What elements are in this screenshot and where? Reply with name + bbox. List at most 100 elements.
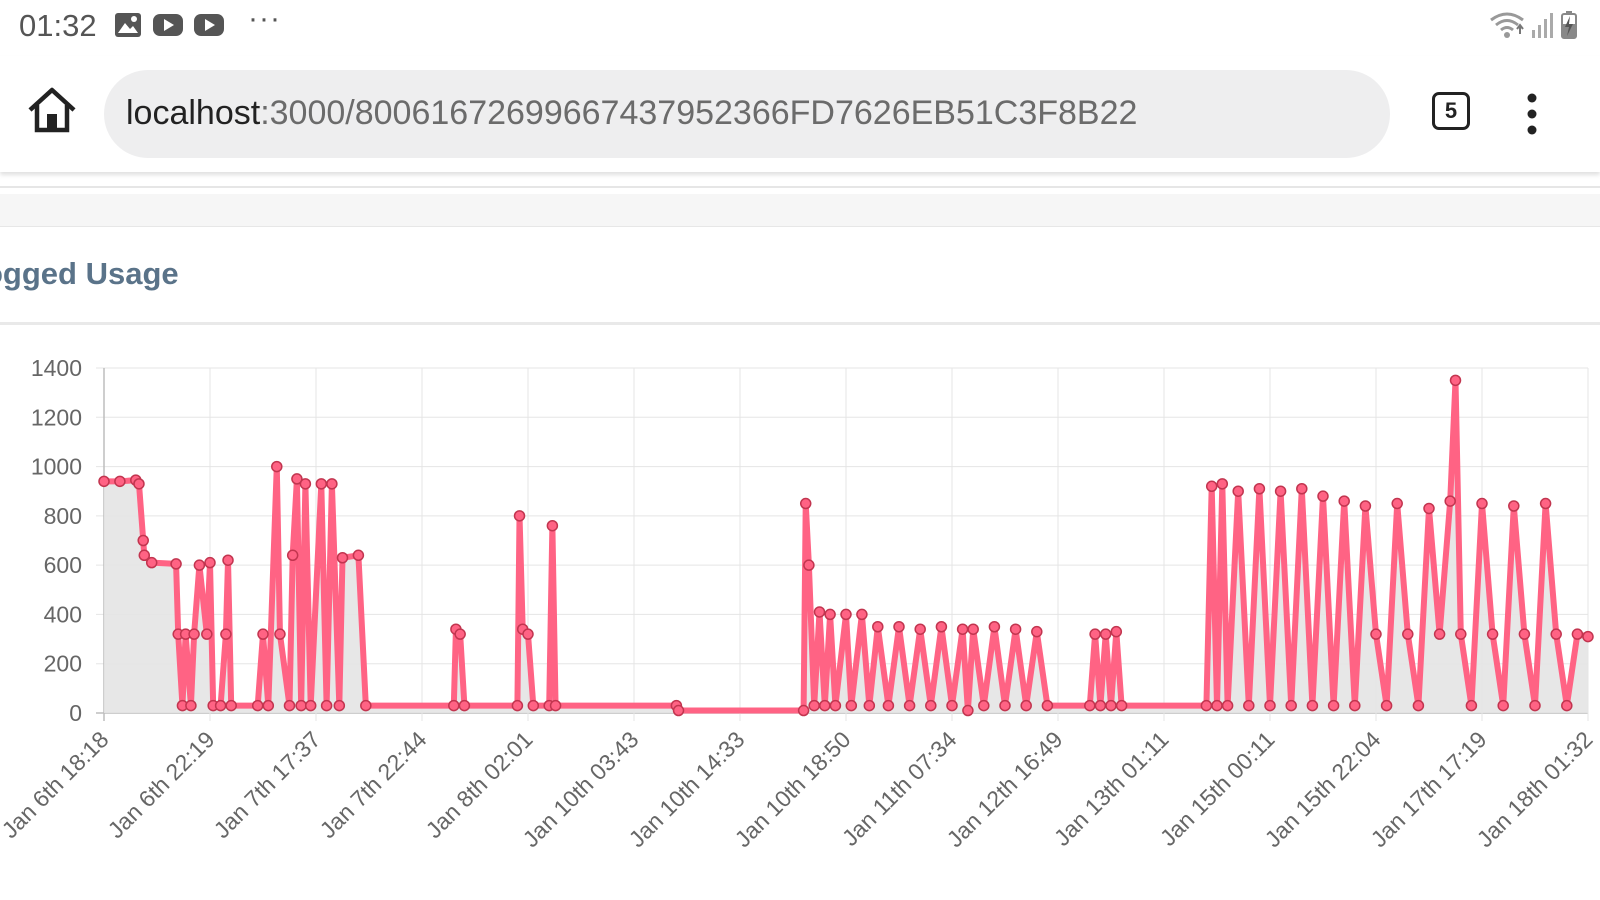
data-point <box>1285 699 1297 712</box>
data-point <box>1582 630 1594 643</box>
data-point <box>204 556 216 569</box>
wifi-icon <box>1489 12 1529 44</box>
data-point <box>1370 628 1382 640</box>
data-point <box>1094 699 1107 712</box>
y-tick-label: 600 <box>44 552 82 578</box>
x-tick-label: Jan 8th 02:01 <box>421 726 538 843</box>
data-point <box>283 699 296 712</box>
data-point <box>1232 485 1244 497</box>
data-point <box>185 699 197 712</box>
data-point <box>808 699 820 712</box>
data-point <box>872 621 884 633</box>
data-point <box>546 519 559 532</box>
data-point <box>988 621 1001 633</box>
home-button[interactable] <box>26 86 82 142</box>
data-point <box>286 549 299 562</box>
data-point <box>935 621 948 633</box>
tab-switcher-button[interactable]: 5 <box>1432 92 1470 130</box>
data-point <box>962 704 974 717</box>
data-point <box>797 704 810 717</box>
data-point <box>1200 699 1213 712</box>
data-point <box>1243 699 1255 712</box>
data-point <box>824 608 836 621</box>
url-text[interactable]: localhost:3000/80061672699667437952366FD… <box>126 94 1137 133</box>
data-point <box>840 608 852 621</box>
data-point <box>336 552 349 564</box>
card-title: ogged Usage <box>0 256 179 291</box>
data-point <box>1359 500 1372 512</box>
data-point <box>1550 628 1562 640</box>
data-point <box>829 699 842 712</box>
data-point <box>1274 485 1287 497</box>
data-point <box>819 699 831 712</box>
data-point <box>1338 495 1350 507</box>
url-bar[interactable]: localhost:3000/80061672699667437952366FD… <box>104 70 1390 158</box>
data-point <box>672 704 685 717</box>
data-point <box>133 478 145 490</box>
data-point <box>813 606 826 618</box>
data-point <box>262 699 275 712</box>
data-point <box>914 623 926 635</box>
data-point <box>549 699 562 712</box>
battery-charging-icon <box>1560 11 1578 44</box>
data-point <box>320 699 333 712</box>
data-point <box>1105 699 1117 712</box>
data-point <box>1349 699 1361 712</box>
data-point <box>458 699 471 712</box>
data-point <box>1041 699 1054 712</box>
data-point <box>1476 497 1488 510</box>
data-point <box>845 699 858 712</box>
data-point <box>138 549 151 562</box>
data-point <box>527 699 540 712</box>
data-point <box>257 628 269 640</box>
data-point <box>193 559 206 571</box>
data-point <box>352 549 365 562</box>
data-point <box>978 699 990 712</box>
data-point <box>1031 625 1043 638</box>
data-point <box>1253 483 1266 495</box>
signal-icon <box>1530 13 1560 44</box>
data-point <box>1497 699 1509 712</box>
y-tick-label: 800 <box>44 503 82 529</box>
system-tray <box>1489 10 1578 45</box>
data-point <box>1455 628 1467 640</box>
data-point <box>956 623 969 635</box>
data-point <box>946 699 958 712</box>
data-point <box>454 628 466 640</box>
data-point <box>513 510 526 522</box>
data-point <box>448 699 460 712</box>
x-tick-label: Jan 6th 22:19 <box>103 726 220 843</box>
data-point <box>1020 699 1032 712</box>
data-point <box>511 699 524 712</box>
data-point <box>225 699 237 712</box>
data-point <box>1412 699 1425 712</box>
youtube-icon <box>152 12 184 43</box>
page-header-strip <box>0 194 1600 227</box>
more-icon: ··· <box>248 2 281 35</box>
data-point <box>799 497 812 510</box>
url-host: localhost <box>126 94 261 132</box>
data-point <box>1306 699 1319 712</box>
browser-menu-button[interactable] <box>1522 92 1542 136</box>
data-point <box>315 478 328 490</box>
y-tick-label: 200 <box>44 651 82 677</box>
data-point <box>1449 374 1462 387</box>
card-divider <box>0 322 1600 325</box>
data-point <box>1089 628 1101 640</box>
y-tick-label: 1400 <box>31 355 82 381</box>
data-point <box>222 554 234 566</box>
more-vert-icon <box>1527 93 1537 135</box>
data-point <box>170 558 182 570</box>
x-tick-label: Jan 7th 17:37 <box>209 726 326 843</box>
page-separator <box>0 186 1600 188</box>
data-point <box>360 699 372 712</box>
data-point <box>1009 623 1022 635</box>
data-point <box>271 460 283 473</box>
y-tick-label: 1200 <box>31 404 82 430</box>
data-point <box>98 475 110 488</box>
data-point <box>299 478 312 490</box>
y-tick-label: 400 <box>44 601 82 627</box>
image-icon <box>114 12 142 43</box>
x-tick-label: Jan 6th 18:18 <box>0 726 114 843</box>
